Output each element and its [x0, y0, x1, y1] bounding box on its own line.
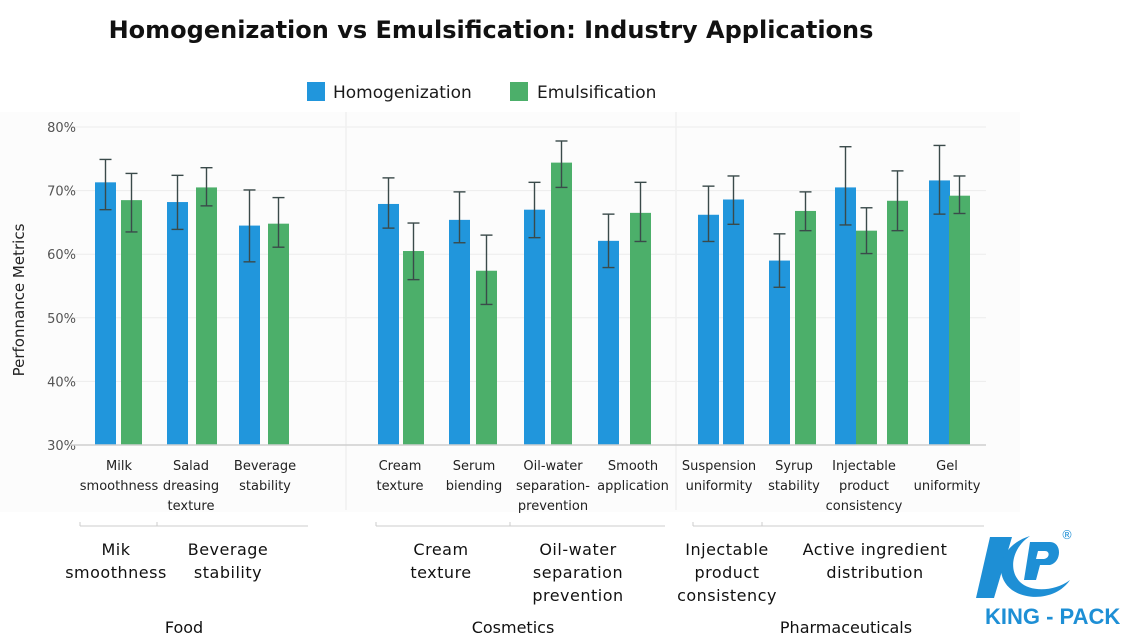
group-label: Pharmaceuticals — [780, 618, 912, 637]
bar-emulsification — [795, 210, 816, 445]
subgroup-label: Active ingredient distribution — [803, 540, 948, 582]
legend-item-homogenization[interactable]: Homogenization — [307, 82, 472, 103]
subgroup-labels: Mik smoothness Beverage stability Cream textu… — [65, 540, 947, 605]
category-label: Smooth application — [597, 459, 669, 494]
category-label: Syrup stability — [768, 459, 820, 494]
king-pack-logo: ® KING - PACK — [976, 528, 1120, 629]
logo-swoosh-icon — [1000, 536, 1070, 597]
y-axis-ticks: 30% 40% 50% 60% 70% 80% — [47, 121, 76, 454]
logo-brand-text: KING - PACK — [985, 604, 1120, 629]
category-label: Serum biending — [446, 459, 502, 494]
bar-emulsification — [268, 223, 289, 445]
legend-label-emulsification: Emulsification — [537, 83, 656, 103]
y-tick-label: 40% — [47, 375, 76, 390]
category-label: Oil-water separation-prevention — [516, 459, 590, 514]
bar-emulsification — [856, 230, 877, 445]
bar-homogenization — [167, 202, 188, 445]
legend-item-emulsification[interactable]: Emulsification — [510, 82, 656, 103]
y-tick-label: 80% — [47, 121, 76, 136]
bar-emulsification — [630, 212, 651, 445]
bar-emulsification — [403, 251, 424, 445]
bar-homogenization — [698, 214, 719, 445]
bar-homogenization — [929, 180, 950, 445]
bar-homogenization — [378, 203, 399, 445]
subgroup-label: Mik smoothness — [65, 540, 167, 582]
category-label: Gel uniformity — [914, 459, 981, 494]
legend-swatch-emulsification — [510, 82, 528, 101]
bar-emulsification — [196, 187, 217, 446]
y-tick-label: 50% — [47, 312, 76, 327]
error-bars — [99, 140, 966, 306]
bar-homogenization — [95, 182, 116, 445]
bar-homogenization — [598, 240, 619, 445]
y-axis-label: Perfonnance Metrics — [10, 223, 28, 376]
group-brackets — [79, 522, 984, 527]
y-tick-label: 60% — [47, 248, 76, 263]
bar-homogenization — [723, 199, 744, 445]
category-label: Beverage stability — [234, 459, 296, 494]
group-label: Food — [165, 618, 203, 637]
group-separators — [345, 112, 677, 510]
logo-registered-mark: ® — [1061, 528, 1073, 542]
bar-emulsification — [887, 200, 908, 445]
logo-k-shape-icon — [976, 537, 1012, 598]
chart-title: Homogenization vs Emulsification: Indust… — [109, 16, 874, 44]
category-label: Cream texture — [377, 459, 424, 494]
logo-p-icon — [1024, 542, 1059, 580]
subgroup-label: Oil-water separation prevention — [532, 540, 623, 605]
bar-emulsification — [551, 162, 572, 445]
legend-label-homogenization: Homogenization — [333, 83, 472, 103]
category-label: Injectable product consistency — [826, 459, 903, 514]
bar-homogenization — [524, 209, 545, 445]
subgroup-label: Beverage stability — [188, 540, 269, 582]
legend-swatch-homogenization — [307, 82, 325, 101]
bar-homogenization — [769, 260, 790, 445]
group-labels: Food Cosmetics Pharmaceuticals — [165, 618, 912, 637]
bar-emulsification — [476, 270, 497, 445]
y-tick-label: 70% — [47, 185, 76, 200]
subgroup-label: Cream texture — [410, 540, 471, 582]
bar-emulsification — [121, 200, 142, 445]
subgroup-label: Injectable product consistency — [677, 540, 777, 605]
bar-homogenization — [239, 225, 260, 445]
bar-emulsification — [949, 195, 970, 445]
category-label: Salad dreasing texture — [163, 459, 219, 514]
group-label: Cosmetics — [472, 618, 555, 637]
category-label: Suspension uniformity — [682, 459, 756, 494]
bar-homogenization — [449, 219, 470, 445]
bar-homogenization — [835, 187, 856, 446]
category-label: Milk smoothness — [80, 459, 159, 494]
legend: Homogenization Emulsification — [307, 82, 656, 103]
bars — [95, 162, 970, 446]
y-tick-label: 30% — [47, 439, 76, 454]
